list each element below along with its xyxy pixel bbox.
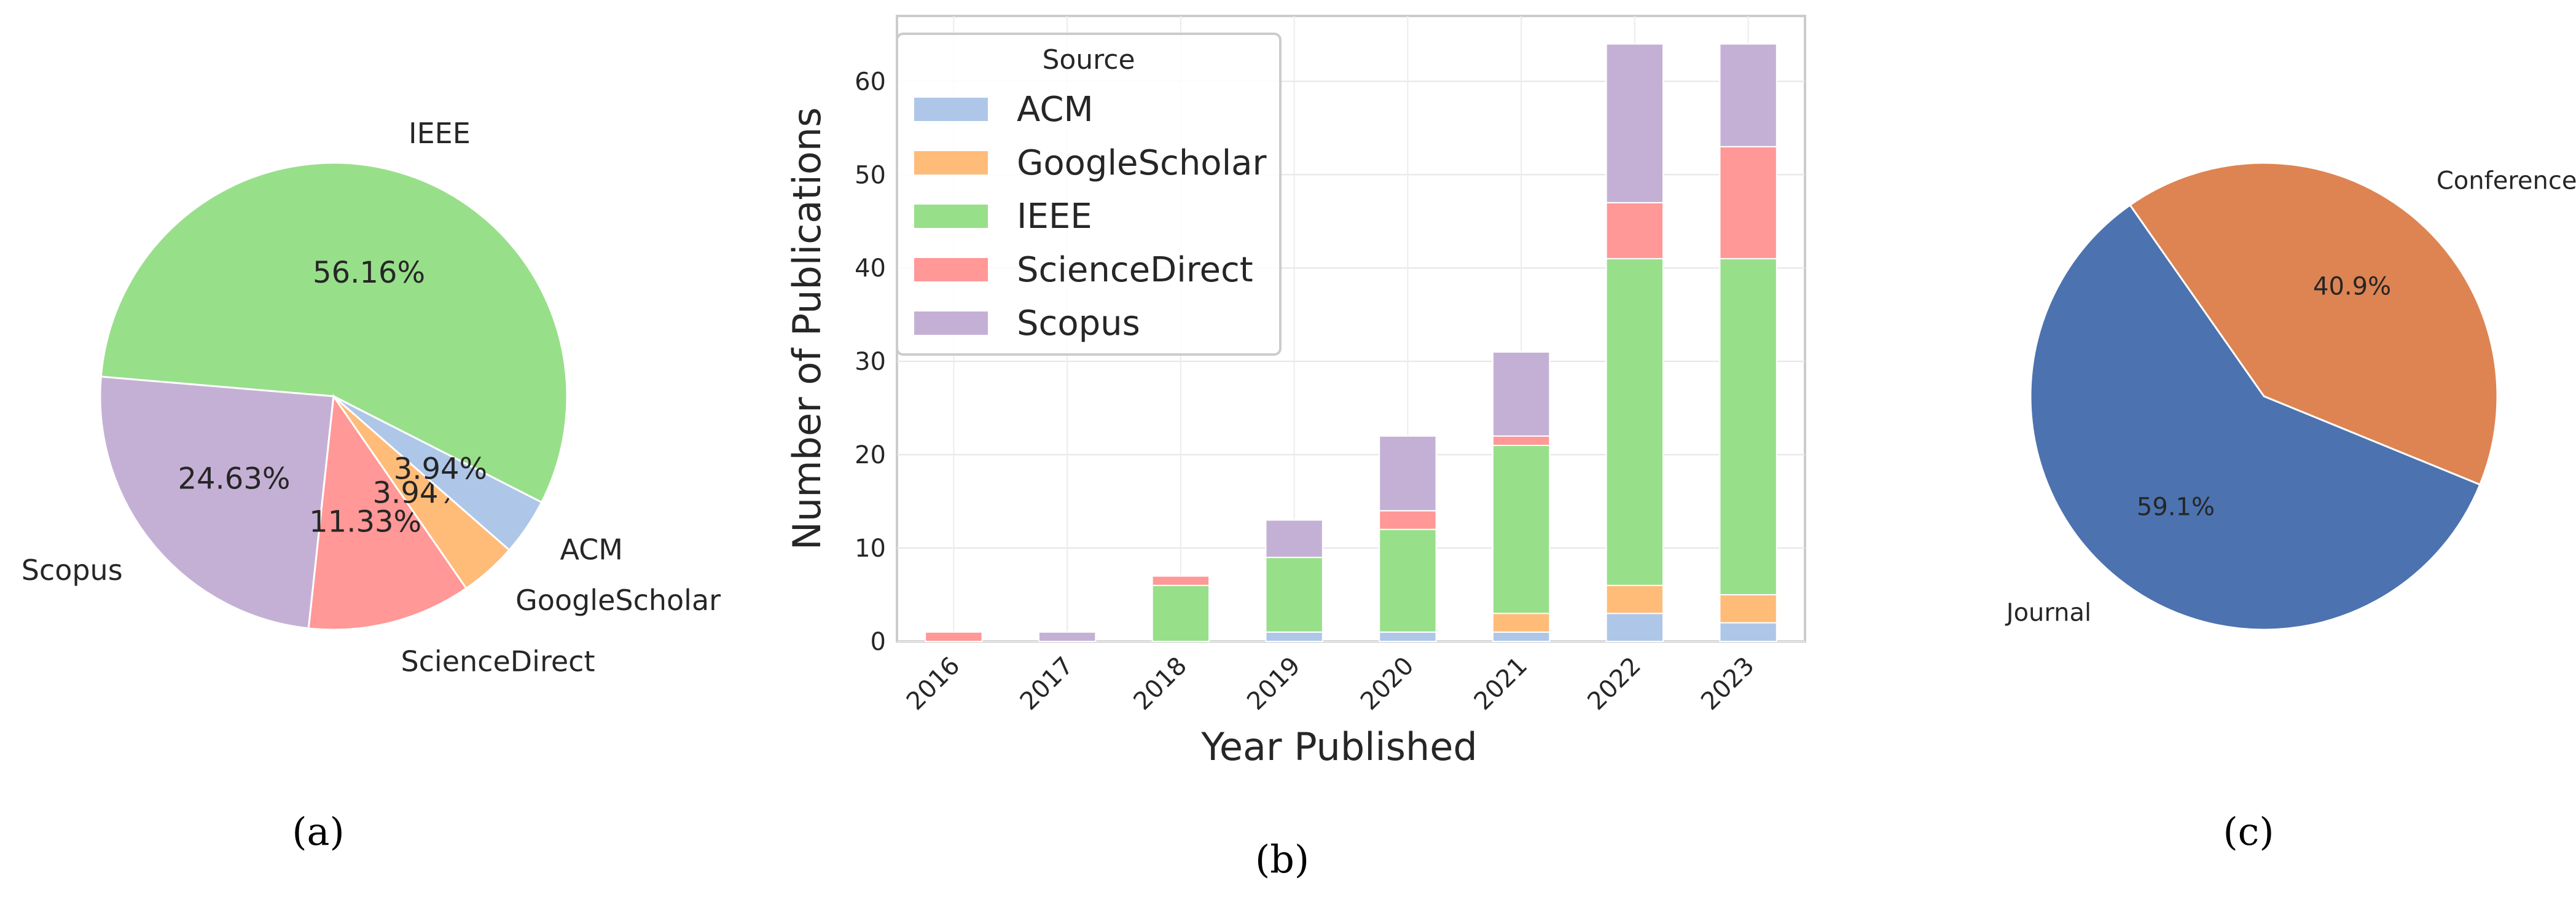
pie-slice-scopus: [99, 375, 335, 630]
pie-slice-journal: [2029, 203, 2481, 631]
legend-label-scopus: Scopus: [1017, 304, 1140, 343]
bar-acm-2021: [1492, 631, 1551, 643]
pie-slice-acm: [333, 395, 543, 552]
bar-ieee-2022: [1605, 258, 1664, 586]
legend-label-acm: ACM: [1017, 90, 1094, 130]
pie-label-google-scholar: GoogleScholar: [515, 584, 721, 617]
pie-label-journal: Journal: [2005, 599, 2091, 627]
legend-label-science-direct: ScienceDirect: [1017, 250, 1253, 290]
legend-box: [896, 33, 1282, 356]
bar-acm-2023: [1719, 622, 1777, 642]
bar-scopus-2022: [1605, 43, 1664, 203]
legend-swatch-acm: [914, 98, 988, 121]
pie-label-acm: ACM: [560, 533, 623, 566]
bar-ieee-2018: [1151, 584, 1210, 642]
bar-scopus-2017: [1038, 631, 1097, 643]
x-tick-labels: 2016 2017 2018 2019 2020 2021 2022 2023: [901, 652, 1760, 716]
x-tick-label: 2018: [1128, 652, 1192, 716]
caption-c: (c): [2223, 809, 2274, 854]
pie-pct-label-scopus: 24.63%: [178, 461, 290, 496]
legend-swatch-ieee: [914, 205, 988, 228]
bar-google-scholar-2022: [1605, 584, 1664, 614]
caption-a: (a): [292, 809, 344, 854]
bar-google-scholar-2023: [1719, 594, 1777, 624]
bar-ieee-2023: [1719, 258, 1777, 596]
bar-science-direct-2018: [1151, 575, 1210, 586]
legend-swatch-google-scholar: [914, 151, 988, 174]
bar-ieee-2020: [1379, 528, 1437, 633]
x-tick-label: 2016: [901, 652, 966, 716]
legend-swatch-scopus: [914, 311, 988, 335]
legend-label-ieee: IEEE: [1017, 197, 1092, 237]
pie-label-science-direct: ScienceDirect: [401, 644, 595, 678]
bar-science-direct-2023: [1719, 146, 1777, 260]
pie-slice-ieee: [100, 162, 568, 504]
x-axis-label: Year Published: [1200, 724, 1477, 769]
pie-label-scopus: Scopus: [22, 554, 123, 587]
pie-pct-label-science-direct: 11.33%: [309, 504, 421, 539]
y-tick-label: 60: [855, 68, 886, 96]
legend-swatch-science-direct: [914, 258, 988, 281]
pie-pct-label-ieee: 56.16%: [313, 256, 425, 290]
bar-science-direct-2020: [1379, 510, 1437, 530]
bar-scopus-2023: [1719, 43, 1777, 147]
x-tick-label: 2022: [1582, 652, 1646, 716]
bar-acm-2022: [1605, 613, 1664, 642]
pie-chart-a: 56.16% IEEE 24.63% Scopus 11.33% ScienceDirec…: [22, 117, 721, 678]
y-tick-label: 30: [855, 348, 886, 376]
legend: Source ACM GoogleScholar IEEE ScienceDirect…: [896, 33, 1282, 356]
pie-slice-conference: [2128, 162, 2499, 486]
pie-pct-label-journal: 59.1%: [2137, 493, 2215, 522]
pie-label-conference: Conference: [2437, 166, 2576, 195]
y-tick-labels: 0 10 20 30 40 50 60: [855, 68, 886, 656]
x-tick-label: 2019: [1242, 652, 1306, 716]
x-tick-label: 2023: [1696, 652, 1760, 716]
legend-title: Source: [1042, 44, 1135, 76]
legend-label-google-scholar: GoogleScholar: [1017, 143, 1267, 183]
bar-acm-2019: [1265, 631, 1323, 643]
pie-pct-label-acm: 3.94%: [394, 452, 487, 487]
bars: [925, 43, 1777, 643]
bar-science-direct-2021: [1492, 435, 1551, 446]
bar-ieee-2021: [1492, 444, 1551, 614]
bar-google-scholar-2021: [1492, 613, 1551, 633]
bar-science-direct-2022: [1605, 202, 1664, 260]
bar-acm-2020: [1379, 631, 1437, 643]
y-tick-label: 0: [871, 628, 886, 656]
y-tick-label: 50: [855, 161, 886, 189]
caption-b: (b): [1255, 837, 1309, 882]
bar-science-direct-2016: [925, 631, 983, 643]
x-tick-label: 2021: [1469, 652, 1533, 716]
bar-scopus-2021: [1492, 351, 1551, 437]
bar-ieee-2019: [1265, 557, 1323, 633]
pie-chart-c: 40.9% Conference 59.1% Journal: [2005, 162, 2576, 631]
pie-pct-label-conference: 40.9%: [2313, 272, 2391, 300]
y-tick-label: 40: [855, 254, 886, 283]
x-tick-label: 2020: [1355, 652, 1420, 716]
x-tick-label: 2017: [1015, 652, 1079, 716]
pie-label-ieee: IEEE: [409, 117, 471, 150]
bar-scopus-2020: [1379, 435, 1437, 512]
pie-slice-science-direct: [307, 393, 468, 631]
y-axis-label: Number of Publications: [785, 108, 829, 550]
bar-scopus-2019: [1265, 519, 1323, 558]
y-tick-label: 10: [855, 535, 886, 563]
y-tick-label: 20: [855, 441, 886, 469]
